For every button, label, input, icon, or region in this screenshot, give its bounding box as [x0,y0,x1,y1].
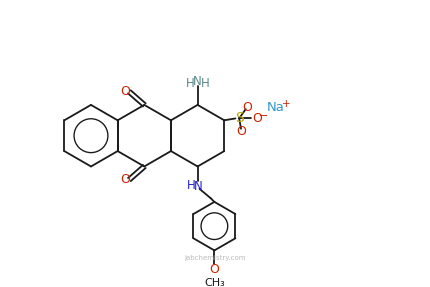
Text: N: N [194,180,203,193]
Text: H: H [200,77,209,90]
Text: O: O [209,263,219,276]
Text: O: O [236,125,246,138]
Text: H: H [185,77,194,90]
Text: −: − [258,111,267,121]
Text: O: O [120,173,129,186]
Text: S: S [234,111,243,125]
Text: H: H [186,179,195,192]
Text: Na: Na [266,101,284,114]
Text: +: + [281,98,289,108]
Text: CH₃: CH₃ [203,278,224,287]
Text: O: O [242,101,252,114]
Text: O: O [120,85,129,98]
Text: jabchemistry.com: jabchemistry.com [184,255,245,261]
Text: N: N [193,75,202,88]
Text: O: O [252,112,261,125]
